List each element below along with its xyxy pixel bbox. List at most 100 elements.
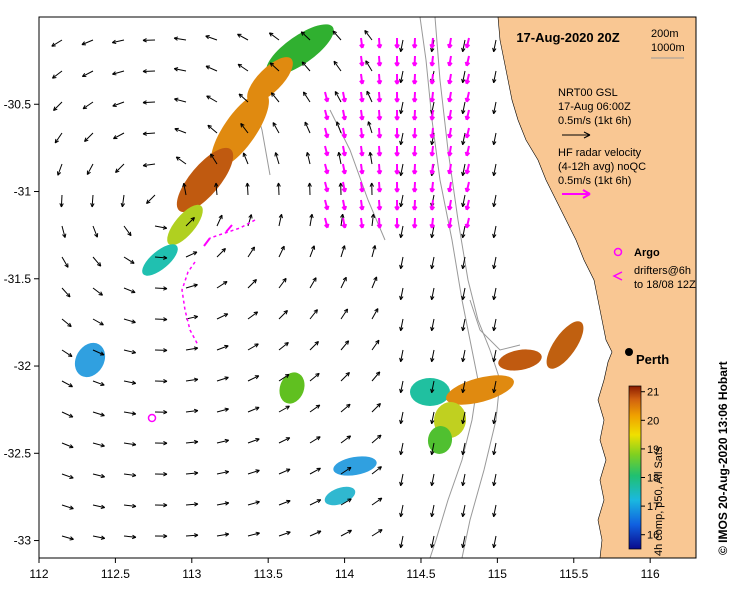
radar-arrow <box>411 145 418 157</box>
sst-patch <box>142 244 178 276</box>
current-arrow <box>123 256 135 264</box>
current-arrow <box>142 100 156 105</box>
current-arrow <box>56 163 63 176</box>
sst-patch <box>427 426 453 454</box>
current-arrow <box>207 124 218 134</box>
current-arrow <box>461 163 466 177</box>
current-arrow <box>154 286 168 291</box>
current-arrow <box>371 434 382 444</box>
radar-arrow <box>324 217 330 229</box>
radar-arrow <box>394 91 400 103</box>
current-arrow <box>492 535 497 549</box>
current-arrow <box>247 375 260 382</box>
current-arrow <box>142 69 156 74</box>
current-arrow <box>399 287 404 301</box>
y-tick-label-5: -33 <box>14 534 32 548</box>
current-arrow <box>92 504 106 509</box>
radar-arrow <box>429 181 436 193</box>
radar-arrow <box>411 37 418 49</box>
current-arrow <box>238 93 249 103</box>
current-arrow <box>245 182 250 196</box>
current-arrow <box>278 405 290 413</box>
credit-text: © IMOS 20-Aug-2020 13:06 Hobart <box>716 361 730 555</box>
current-arrow <box>154 379 168 384</box>
current-arrow <box>142 163 156 168</box>
current-arrow <box>185 217 195 227</box>
current-arrow <box>399 39 404 53</box>
current-arrow <box>154 225 168 230</box>
current-arrow <box>461 411 466 425</box>
sst-patches <box>74 24 584 506</box>
current-arrow <box>154 471 168 477</box>
current-arrow <box>123 534 137 540</box>
radar-arrow <box>394 127 400 139</box>
drifter-legend-icon <box>612 271 623 281</box>
current-arrow <box>174 127 187 134</box>
current-arrow <box>340 529 352 537</box>
y-axis: -30.5 -31 -31.5 -32 -32.5 -33 <box>4 97 39 548</box>
radar-arrow <box>376 91 383 103</box>
radar-arrow <box>341 199 348 211</box>
perth-city-marker <box>625 348 633 356</box>
radar-arrow <box>429 73 436 85</box>
radar-arrow <box>359 145 365 157</box>
current-arrow <box>309 277 317 289</box>
radar-arrow <box>447 145 453 157</box>
current-arrow <box>305 152 311 165</box>
colorbar-ticks: 21 20 19 18 17 16 <box>641 387 659 542</box>
current-arrow <box>247 406 260 413</box>
current-arrow <box>430 380 435 394</box>
radar-arrow <box>341 109 348 121</box>
x-tick-label-5: 114.5 <box>406 567 435 581</box>
x-tick-label-2: 113 <box>182 567 201 581</box>
current-arrow <box>371 339 380 351</box>
current-arrow <box>276 182 281 196</box>
current-arrow <box>370 213 376 227</box>
sst-colorbar <box>628 385 642 550</box>
current-arrow <box>340 276 347 289</box>
radar-arrow <box>341 91 348 103</box>
current-arrow <box>278 437 291 444</box>
radar-arrow <box>359 199 365 211</box>
current-arrow <box>340 340 350 351</box>
current-arrow <box>61 411 74 418</box>
current-arrow <box>185 283 198 289</box>
radar-arrow <box>341 127 348 139</box>
current-arrow <box>461 349 466 363</box>
radar-arrow <box>429 163 436 175</box>
current-arrow <box>270 92 280 103</box>
current-arrow <box>269 62 280 72</box>
current-arrow <box>399 256 404 270</box>
radar-arrow <box>341 163 348 175</box>
current-arrow <box>430 318 435 332</box>
current-arrow <box>154 255 168 260</box>
current-arrow <box>185 439 199 445</box>
y-tick-label-3: -32 <box>14 359 32 373</box>
current-arrow <box>216 280 228 289</box>
current-arrow <box>492 442 497 456</box>
current-arrow <box>173 36 187 41</box>
drifter-legend-line-1: drifters@6h <box>634 265 691 277</box>
radar-arrow <box>464 127 471 139</box>
radar-legend-arrow <box>562 189 591 199</box>
sst-patch <box>74 342 106 378</box>
current-arrow <box>367 121 373 134</box>
current-arrow <box>461 70 466 84</box>
radar-arrow <box>447 199 453 211</box>
current-arrow <box>123 287 136 294</box>
current-arrow <box>430 473 435 487</box>
colorbar-tick-label-5: 16 <box>647 530 659 542</box>
radar-arrow <box>394 163 400 175</box>
current-arrow <box>123 225 132 237</box>
sst-patch <box>498 349 542 371</box>
current-arrow <box>247 500 260 506</box>
current-arrow <box>61 535 74 541</box>
radar-arrow <box>324 145 330 157</box>
current-arrow <box>371 371 381 382</box>
current-arrow <box>90 194 95 208</box>
current-arrow <box>461 380 466 394</box>
y-tick-label-0: -30.5 <box>4 97 32 111</box>
radar-arrow <box>359 217 365 229</box>
land-mass <box>497 17 696 558</box>
current-arrow <box>216 438 229 444</box>
